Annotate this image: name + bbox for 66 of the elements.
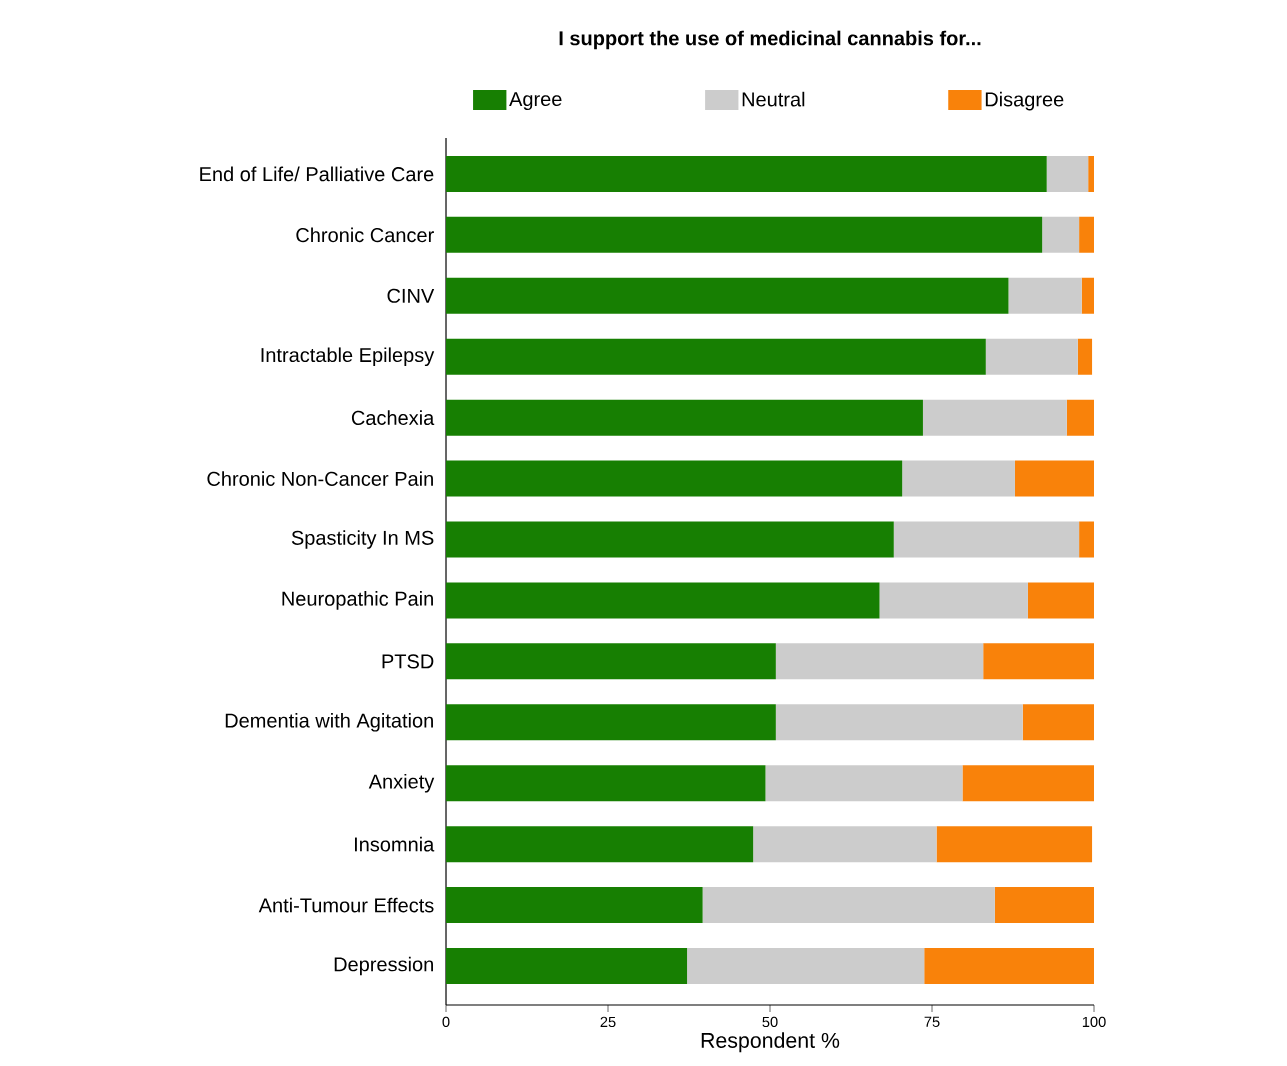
bar <box>1027 582 1095 619</box>
y-tick-label: CINV <box>387 288 435 303</box>
bar <box>446 521 894 558</box>
bar <box>962 765 1095 802</box>
y-tick-label: Neuropathic Pain <box>282 591 433 610</box>
bar <box>687 948 925 985</box>
bar <box>936 826 1093 863</box>
bar <box>1081 277 1095 314</box>
y-tick-label: Chronic Cancer <box>296 227 434 243</box>
y-tick-label: Insomnia <box>354 836 435 852</box>
y-tick-label: Anti-Tumour Effects <box>258 897 434 913</box>
y-tick-label: Chronic Non-Cancer Pain <box>207 471 433 486</box>
y-tick-label: Spasticity In MS <box>291 530 434 549</box>
bar <box>924 948 1095 985</box>
bar <box>446 643 776 680</box>
bar <box>994 887 1095 924</box>
x-tick-label: 50 <box>762 1016 778 1028</box>
bar <box>983 643 1095 680</box>
bar <box>1042 216 1080 253</box>
bar <box>765 765 963 802</box>
y-tick-label: Dementia with Agitation <box>225 712 433 732</box>
bar <box>1046 155 1089 192</box>
y-tick-label: End of Life/ Palliative Care <box>200 166 434 182</box>
bar <box>1088 155 1095 192</box>
bar <box>446 338 986 375</box>
y-tick-label: Anxiety <box>368 773 435 793</box>
bar <box>1079 216 1095 253</box>
legend-label: Neutral <box>742 91 805 107</box>
y-tick-label: Intractable Epilepsy <box>261 347 435 367</box>
x-tick-label: 75 <box>924 1016 940 1027</box>
bar <box>446 948 688 985</box>
bar <box>902 460 1015 497</box>
y-tick-label: Depression <box>334 956 433 976</box>
x-tick-label: 100 <box>1082 1016 1106 1028</box>
bar <box>893 521 1080 558</box>
bar <box>985 338 1078 375</box>
bar <box>775 704 1023 741</box>
bar <box>1077 338 1093 375</box>
bar <box>446 277 1009 314</box>
y-tick-label: Cachexia <box>351 410 435 425</box>
legend-label: Agree <box>509 92 562 111</box>
bar <box>446 399 923 436</box>
bar <box>446 704 776 741</box>
y-tick-label: PTSD <box>382 654 434 669</box>
bar <box>446 582 880 619</box>
bar <box>446 216 1043 253</box>
bar <box>446 887 703 924</box>
bar <box>446 826 754 863</box>
bar <box>1022 704 1095 741</box>
legend-label: Disagree <box>985 91 1064 111</box>
chart-title: I support the use of medicinal cannabis for... <box>559 30 981 50</box>
x-tick-label: 0 <box>442 1016 450 1028</box>
bar <box>775 643 984 680</box>
bar <box>1079 521 1095 558</box>
bar <box>446 460 903 497</box>
bar <box>753 826 937 863</box>
bar <box>1014 460 1095 497</box>
bar <box>446 155 1047 192</box>
x-tick-label: 25 <box>600 1016 616 1028</box>
bar <box>446 765 766 802</box>
bar <box>922 399 1067 436</box>
bar <box>1008 277 1082 314</box>
bar <box>702 887 995 924</box>
x-axis-title: Respondent % <box>701 1032 840 1053</box>
bar <box>1066 399 1095 436</box>
bar <box>879 582 1028 619</box>
